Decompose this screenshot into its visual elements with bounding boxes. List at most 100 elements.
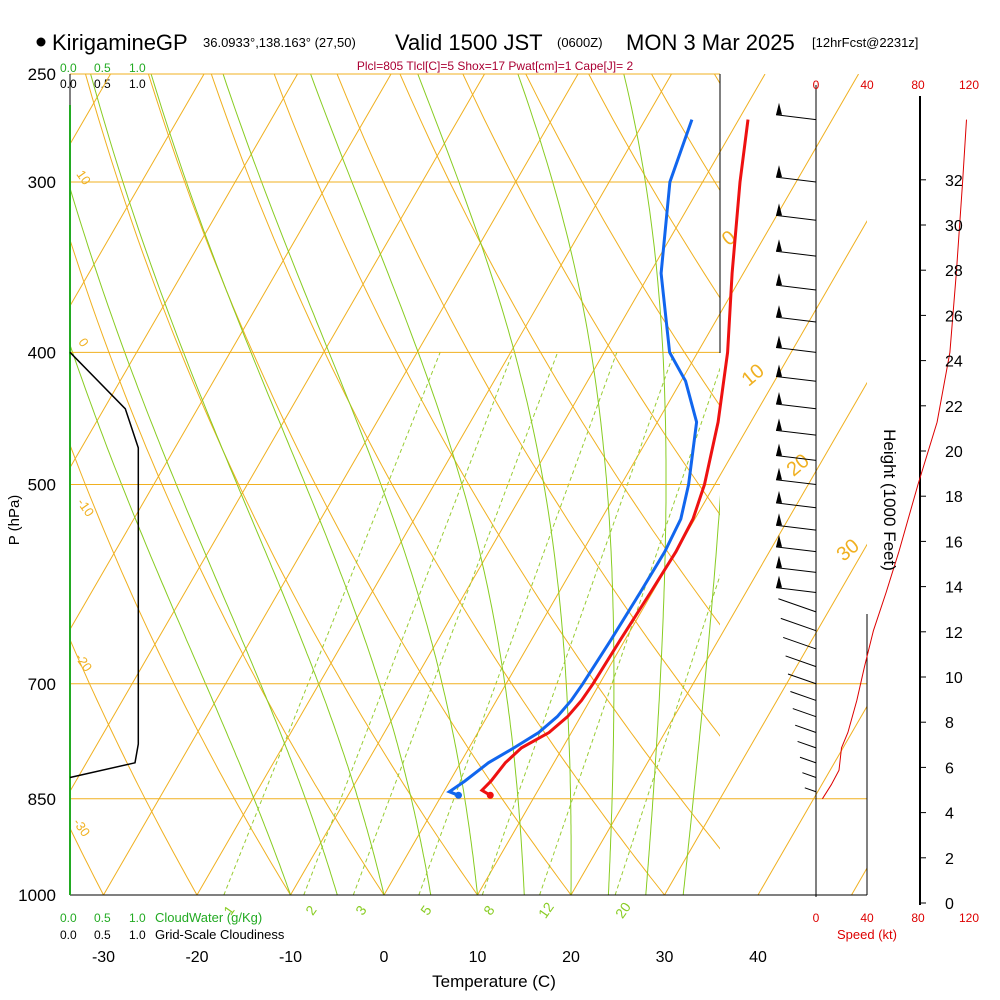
- isotherm-line: [851, 867, 867, 895]
- mixing-ratio-line: [352, 352, 559, 895]
- wind-barb-flag: [776, 575, 782, 588]
- profile-layer: [69, 119, 967, 800]
- isotherm-label: -20: [72, 650, 95, 674]
- title-bullet: [36, 37, 46, 47]
- wind-barb-flag: [776, 391, 782, 404]
- dry-adiabat-line: [147, 74, 572, 895]
- height-tick-label: 14: [945, 580, 963, 597]
- wind-barb-shaft: [775, 284, 817, 291]
- wind-barb-flag: [776, 490, 782, 503]
- wind-barb-flag: [776, 203, 782, 216]
- speed-top-80: 80: [911, 78, 925, 92]
- wind-barb-flag: [776, 102, 782, 115]
- dry-adiabat-line: [462, 74, 720, 516]
- height-tick-label: 6: [945, 760, 954, 777]
- wind-barb-shaft: [780, 617, 817, 632]
- station-coords: 36.0933°,138.163° (27,50): [203, 35, 356, 50]
- moist-adiabat-line: [70, 186, 338, 895]
- dry-adiabat-line: [70, 443, 292, 895]
- dry-adiabat-line: [70, 238, 385, 895]
- isotherm-line: [664, 543, 867, 895]
- wind-barb-shaft: [795, 724, 817, 733]
- mixing-ratio-line: [223, 352, 441, 895]
- wind-barb-shaft: [775, 176, 817, 183]
- cloudwater-scale-top: 0.0 0.5 1.0: [60, 61, 146, 75]
- height-axis-title: Height (1000 Feet): [880, 429, 899, 571]
- mixing-ratio-line: [303, 352, 514, 895]
- cloudiness-bottom-0: 0.0: [60, 928, 77, 942]
- cloudwater-bottom-0: 0.0: [60, 911, 77, 925]
- pressure-tick-label: 400: [28, 343, 56, 362]
- station-name: KirigamineGP: [52, 30, 188, 55]
- temperature-tick-label: -10: [279, 949, 302, 966]
- speed-ticks-top: 0 40 80 120: [813, 78, 980, 92]
- temperature-tick-label: 10: [469, 949, 487, 966]
- cloudiness-scale-bottom: 0.0 0.5 1.0 Grid-Scale Cloudiness: [60, 927, 285, 942]
- wind-barb-shaft: [775, 214, 817, 221]
- isotherm-label: 20: [783, 450, 814, 481]
- moist-adiabat-line: [70, 343, 291, 895]
- dry-adiabat-line: [84, 74, 479, 895]
- cloudiness-scale-top: 0.0 0.5 1.0: [60, 77, 146, 91]
- mixing-ratio-label: 3: [352, 902, 370, 918]
- wind-barb-shaft: [778, 598, 817, 613]
- speed-caption: Speed (kt): [837, 927, 897, 942]
- dewpoint-profile: [446, 119, 699, 797]
- dewpoint-profile-surface-dot: [454, 791, 462, 799]
- speed-ticks-bottom: 0 40 80 120: [813, 911, 980, 925]
- cloudwater-caption: CloudWater (g/Kg): [155, 910, 262, 925]
- height-tick-label: 10: [945, 670, 963, 687]
- temperature-profile: [479, 119, 750, 797]
- utc-time: (0600Z): [557, 35, 603, 50]
- isotherm-label: 10: [73, 167, 94, 187]
- forecast-info: [12hrFcst@2231z]: [812, 35, 918, 50]
- height-tick-label: 28: [945, 263, 963, 280]
- wind-barb-shaft: [775, 455, 817, 461]
- wind-barb-shaft: [785, 655, 817, 668]
- cloudwater-scale-bottom: 0.0 0.5 1.0 CloudWater (g/Kg): [60, 910, 262, 925]
- cloudwater-bottom-1: 0.5: [94, 911, 111, 925]
- wind-barb-shaft: [783, 636, 817, 650]
- moist-adiabat-line: [721, 74, 808, 895]
- x-axis-title: Temperature (C): [432, 972, 556, 991]
- speed-bottom-80: 80: [911, 911, 925, 925]
- mixing-ratio-label: 5: [417, 902, 435, 918]
- dry-adiabat-line: [0, 50, 24, 924]
- wind-barb-flag: [776, 513, 782, 526]
- wind-barb-shaft: [775, 347, 817, 353]
- cloudiness-bottom-1: 0.5: [94, 928, 111, 942]
- height-tick-label: 8: [945, 715, 954, 732]
- height-tick-label: 30: [945, 218, 963, 235]
- isotherm-line: [757, 705, 867, 895]
- wind-barb-shaft: [804, 787, 817, 793]
- wind-barb-flag: [776, 165, 782, 178]
- height-tick-label: 4: [945, 806, 954, 823]
- temperature-tick-label: 20: [562, 949, 580, 966]
- pressure-tick-label: 1000: [18, 886, 56, 905]
- wind-barb-shaft: [775, 316, 817, 323]
- wind-barb-shaft: [797, 740, 817, 749]
- pressure-tick-label: 250: [28, 65, 56, 84]
- mixing-ratio-line: [418, 352, 618, 895]
- wind-barb-flag: [776, 534, 782, 547]
- pressure-tick-label: 700: [28, 675, 56, 694]
- speed-bottom-120: 120: [959, 911, 979, 925]
- speed-top-0: 0: [813, 78, 820, 92]
- speed-bottom-40: 40: [860, 911, 874, 925]
- isotherm-line: [70, 74, 298, 469]
- wind-barb-flag: [776, 239, 782, 252]
- dry-adiabat-layer: [0, 50, 808, 924]
- pressure-tick-label: 500: [28, 476, 56, 495]
- height-tick-label: 18: [945, 489, 963, 506]
- pressure-tick-label: 850: [28, 790, 56, 809]
- height-tick-label: 32: [945, 173, 963, 190]
- wind-barb-layer: [775, 102, 817, 793]
- temperature-tick-label: 30: [656, 949, 674, 966]
- wind-barb-shaft: [787, 673, 817, 685]
- moist-adiabat-line: [90, 74, 385, 895]
- wind-barb-shaft: [775, 250, 817, 257]
- dry-adiabat-line: [70, 638, 198, 895]
- wind-barb-shaft: [775, 546, 817, 553]
